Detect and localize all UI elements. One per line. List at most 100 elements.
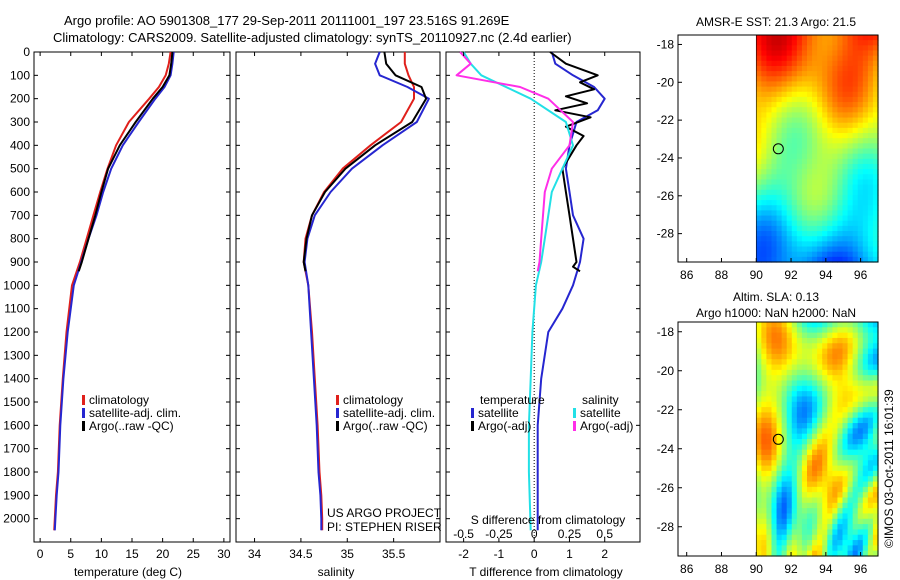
y-tick-label: 1500: [3, 395, 30, 409]
heatmap-cell: [791, 486, 798, 493]
heatmap-cell: [822, 385, 828, 392]
heatmap-cell: [822, 184, 828, 191]
heatmap-cell: [867, 220, 874, 227]
heatmap-cell: [801, 385, 808, 392]
heatmap-cell: [786, 76, 793, 83]
heatmap-cell: [771, 550, 778, 557]
heatmap-cell: [796, 220, 803, 227]
heatmap-cell: [766, 256, 773, 263]
heatmap-cell: [832, 246, 839, 253]
heatmap-cell: [781, 348, 788, 355]
heatmap-cell: [852, 481, 859, 488]
heatmap-cell: [771, 369, 778, 376]
heatmap-cell: [832, 45, 839, 52]
heatmap-cell: [822, 205, 828, 212]
heatmap-cell: [817, 112, 823, 119]
heatmap-cell: [827, 465, 833, 472]
heatmap-cell: [786, 122, 793, 129]
heatmap-cell: [837, 148, 844, 155]
heatmap-cell: [827, 545, 833, 552]
heatmap-cell: [822, 163, 828, 170]
x-tick-label: 5: [67, 547, 74, 561]
heatmap-cell: [801, 189, 808, 196]
heatmap-cell: [776, 465, 783, 472]
heatmap-cell: [766, 81, 773, 88]
heatmap-cell: [771, 96, 778, 103]
heatmap-cell: [766, 364, 773, 371]
heatmap-cell: [817, 122, 823, 129]
heatmap-cell: [796, 45, 803, 52]
heatmap-cell: [806, 169, 813, 175]
heatmap-cell: [857, 117, 864, 124]
heatmap-cell: [822, 529, 828, 536]
heatmap-cell: [766, 369, 773, 376]
heatmap-cell: [771, 169, 778, 175]
heatmap-cell: [791, 220, 798, 227]
heatmap-cell: [771, 545, 778, 552]
heatmap-cell: [801, 60, 808, 67]
heatmap-cell: [847, 444, 854, 451]
heatmap-cell: [822, 71, 828, 77]
heatmap-cell: [842, 534, 849, 541]
heatmap-cell: [766, 107, 773, 113]
heatmap-cell: [766, 508, 773, 515]
heatmap-cell: [827, 76, 833, 83]
heatmap-cell: [781, 439, 788, 445]
heatmap-cell: [857, 86, 864, 93]
heatmap-cell: [862, 380, 869, 387]
heatmap-cell: [832, 107, 839, 113]
heatmap-cell: [822, 508, 828, 515]
heatmap-cell: [781, 540, 788, 546]
heatmap-cell: [806, 96, 813, 103]
heatmap-cell: [832, 112, 839, 119]
heatmap-cell: [827, 35, 833, 41]
heatmap-cell: [822, 210, 828, 217]
heatmap-cell: [867, 513, 874, 520]
heatmap-cell: [781, 492, 788, 499]
heatmap-cell: [852, 502, 859, 509]
heatmap-cell: [852, 60, 859, 67]
heatmap-cell: [872, 359, 879, 366]
heatmap-cell: [756, 465, 762, 472]
heatmap-cell: [786, 71, 793, 77]
heatmap-cell: [822, 174, 828, 181]
heatmap-cell: [817, 322, 823, 328]
heatmap-cell: [827, 353, 833, 360]
heatmap-cell: [832, 439, 839, 445]
heatmap-cell: [812, 71, 818, 77]
heatmap-cell: [786, 492, 793, 499]
heatmap-cell: [786, 158, 793, 165]
heatmap-cell: [862, 497, 869, 504]
heatmap-cell: [796, 343, 803, 350]
heatmap-cell: [832, 184, 839, 191]
heatmap-cell: [766, 148, 773, 155]
heatmap-cell: [837, 385, 844, 392]
heatmap-cell: [857, 444, 864, 451]
heatmap-cell: [761, 215, 767, 222]
heatmap-cell: [837, 86, 844, 93]
heatmap-cell: [817, 163, 823, 170]
heatmap-cell: [827, 481, 833, 488]
heatmap-cell: [806, 353, 813, 360]
heatmap-cell: [756, 96, 762, 103]
heatmap-cell: [867, 231, 874, 237]
heatmap-cell: [781, 375, 788, 382]
heatmap-cell: [756, 133, 762, 139]
heatmap-cell: [837, 417, 844, 424]
heatmap-cell: [852, 96, 859, 103]
heatmap-cell: [786, 117, 793, 124]
heatmap-cell: [857, 189, 864, 196]
heatmap-cell: [857, 138, 864, 144]
heatmap-cell: [867, 412, 874, 419]
heatmap-cell: [796, 189, 803, 196]
heatmap-cell: [766, 210, 773, 217]
heatmap-cell: [842, 231, 849, 237]
heatmap-cell: [857, 380, 864, 387]
heatmap-cell: [771, 71, 778, 77]
heatmap-cell: [776, 369, 783, 376]
heatmap-cell: [832, 220, 839, 227]
heatmap-cell: [791, 133, 798, 139]
heatmap-cell: [766, 465, 773, 472]
heatmap-cell: [806, 492, 813, 499]
heatmap-cell: [817, 375, 823, 382]
